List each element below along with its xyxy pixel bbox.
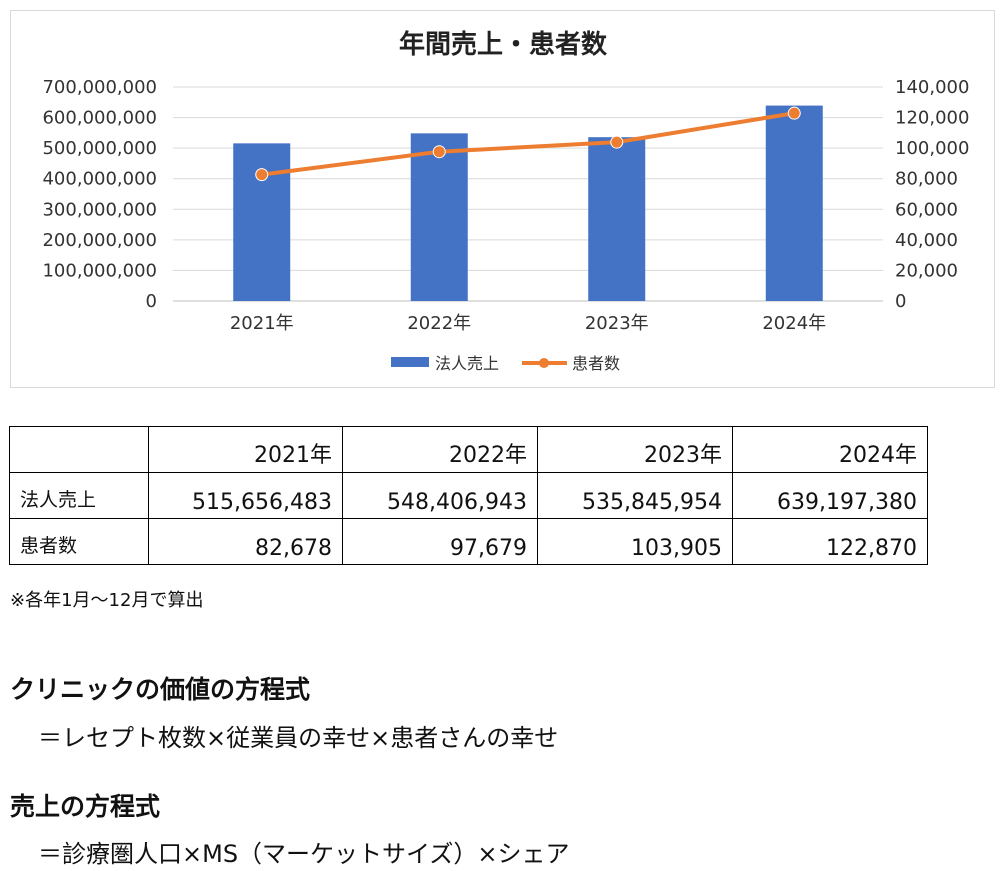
- data-table: 2021年 2022年 2023年 2024年 法人売上 515,656,483…: [9, 426, 928, 565]
- section-heading: クリニックの価値の方程式: [10, 675, 311, 704]
- y-left-tick-label: 400,000,000: [42, 169, 157, 190]
- table-cell: 97,679: [342, 518, 538, 565]
- bar-法人売上: [588, 137, 646, 301]
- y-right-tick-label: 40,000: [895, 230, 958, 251]
- legend-label: 患者数: [572, 354, 620, 373]
- table-header-cell: 2022年: [342, 426, 538, 473]
- legend-marker: [539, 358, 549, 368]
- bar-法人売上: [765, 105, 823, 301]
- table-row: 法人売上 515,656,483 548,406,943 535,845,954…: [9, 472, 928, 519]
- row-label: 患者数: [9, 518, 149, 565]
- y-left-tick-label: 300,000,000: [42, 199, 157, 220]
- table-cell: 103,905: [537, 518, 733, 565]
- chart-area: 年間売上・患者数 0 0 100,000,000 20,000 200,000,000 4…: [10, 10, 995, 388]
- y-right-tick-label: 80,000: [895, 169, 958, 190]
- section-heading: 売上の方程式: [10, 792, 161, 821]
- table-cell: 82,678: [148, 518, 343, 565]
- y-left-tick-label: 100,000,000: [42, 260, 157, 281]
- table-header-row: 2021年 2022年 2023年 2024年: [9, 426, 928, 473]
- y-right-tick-label: 100,000: [895, 138, 969, 159]
- y-left-tick-label: 500,000,000: [42, 138, 157, 159]
- row-label: 法人売上: [9, 472, 149, 519]
- bar-法人売上: [233, 143, 291, 301]
- bar-法人売上: [410, 133, 468, 301]
- line-point: [255, 168, 269, 182]
- x-tick-label: 2022年: [407, 313, 471, 334]
- x-tick-label: 2023年: [585, 313, 649, 334]
- y-right-tick-label: 0: [895, 291, 906, 312]
- x-tick-label: 2024年: [762, 313, 826, 334]
- y-right-tick-label: 120,000: [895, 108, 969, 129]
- y-right-tick-label: 60,000: [895, 199, 958, 220]
- table-cell: 548,406,943: [342, 472, 538, 519]
- table-header-cell: [9, 426, 149, 473]
- table-cell: 639,197,380: [732, 472, 928, 519]
- y-left-tick-label: 600,000,000: [42, 108, 157, 129]
- table-header-cell: 2021年: [148, 426, 343, 473]
- y-right-tick-label: 20,000: [895, 260, 958, 281]
- line-point: [432, 145, 446, 159]
- line-series: [261, 111, 795, 177]
- legend-label: 法人売上: [435, 354, 499, 373]
- y-right-tick-label: 140,000: [895, 77, 969, 98]
- table-cell: 122,870: [732, 518, 928, 565]
- footnote: ※各年1月～12月で算出: [10, 590, 204, 611]
- formula-text: ＝診療圏人口×MS（マーケットサイズ）×シェア: [38, 840, 570, 868]
- table-header-cell: 2023年: [537, 426, 733, 473]
- x-tick-label: 2021年: [230, 313, 294, 334]
- line-point: [787, 106, 801, 120]
- table-row: 患者数 82,678 97,679 103,905 122,870: [9, 518, 928, 565]
- chart-title: 年間売上・患者数: [399, 29, 608, 60]
- combo-chart: 年間売上・患者数 0 0 100,000,000 20,000 200,000,000 4…: [42, 29, 969, 373]
- line-point: [610, 135, 624, 149]
- table-header-cell: 2024年: [732, 426, 928, 473]
- y-left-tick-label: 0: [146, 291, 157, 312]
- table-cell: 535,845,954: [537, 472, 733, 519]
- legend-swatch-bar: [391, 357, 429, 367]
- y-left-tick-label: 200,000,000: [42, 230, 157, 251]
- y-left-tick-label: 700,000,000: [42, 77, 157, 98]
- formula-text: ＝レセプト枚数×従業員の幸せ×患者さんの幸せ: [38, 724, 559, 752]
- table-cell: 515,656,483: [148, 472, 343, 519]
